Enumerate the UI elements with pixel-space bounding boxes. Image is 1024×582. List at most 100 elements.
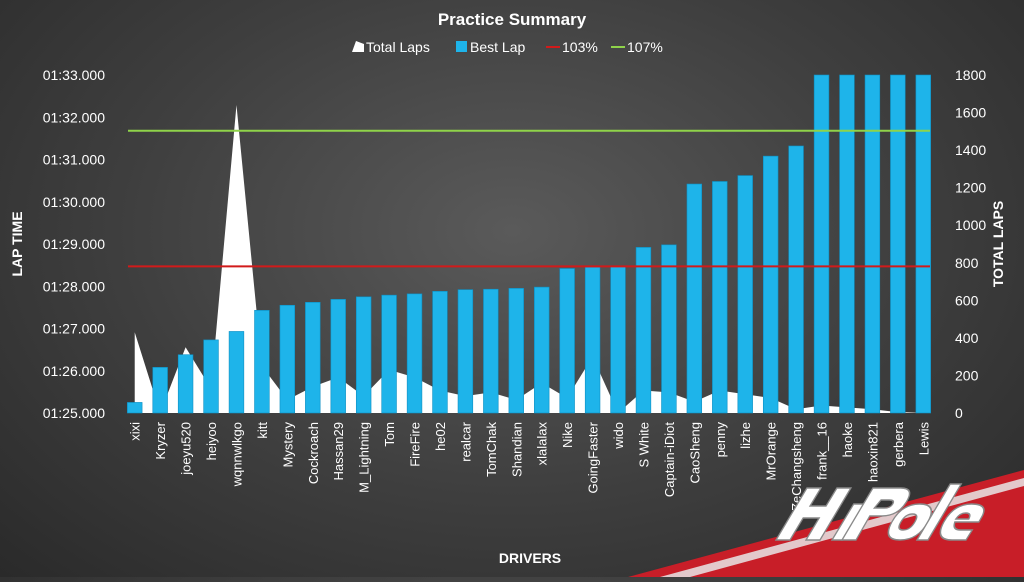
y2-tick-label: 1800 <box>955 67 986 83</box>
best-lap-bars-layer <box>127 74 931 414</box>
y2-tick-label: 1000 <box>955 217 986 233</box>
x-tick-label: frank__16 <box>815 422 830 480</box>
reference-lines-layer <box>128 129 930 268</box>
best-lap-bar <box>610 265 626 414</box>
hipole-logo <box>628 470 1024 577</box>
best-lap-bar <box>355 296 372 414</box>
x-tick-label: MrOrange <box>764 422 779 481</box>
x-tick-label: CaoSheng <box>687 422 702 483</box>
best-lap-bar <box>177 354 194 414</box>
best-lap-bar <box>839 74 855 414</box>
x-tick-label: Shandian <box>509 422 524 477</box>
best-lap-bar <box>432 291 448 414</box>
x-tick-label: S White <box>636 422 651 468</box>
y2-tick-label: 600 <box>955 292 979 308</box>
legend-swatch-best-lap <box>456 41 467 52</box>
best-lap-bar <box>381 294 397 414</box>
x-tick-label: TomChak <box>484 422 499 477</box>
best-lap-bar <box>305 302 321 414</box>
y-tick-label: 01:29.000 <box>43 236 105 252</box>
x-tick-label: Kryzer <box>153 421 168 459</box>
legend-label: Total Laps <box>366 39 430 55</box>
x-tick-label: FireFire <box>408 422 423 467</box>
best-lap-bar <box>228 331 245 414</box>
best-lap-bar <box>127 402 143 414</box>
y-tick-label: 01:26.000 <box>43 363 105 379</box>
chart-legend: Total Laps Best Lap 103% 107% <box>352 39 663 55</box>
logo-wordmark <box>774 483 985 541</box>
x-tick-label: lizhe <box>738 422 753 449</box>
best-lap-bar <box>152 367 168 414</box>
y2-tick-label: 200 <box>955 367 979 383</box>
best-lap-bar <box>686 183 703 414</box>
x-axis-title: DRIVERS <box>499 550 561 566</box>
legend-swatch-total-laps <box>352 41 364 52</box>
x-tick-label: he02 <box>433 422 448 451</box>
y-tick-label: 01:31.000 <box>43 152 105 168</box>
y-tick-label: 01:30.000 <box>43 194 105 210</box>
y-tick-label: 01:28.000 <box>43 278 105 294</box>
x-tick-label: Mystery <box>280 422 295 468</box>
legend-label: Best Lap <box>470 39 525 55</box>
x-tick-label: Cockroach <box>306 422 321 484</box>
best-lap-bar <box>890 74 906 414</box>
y-tick-label: 01:33.000 <box>43 67 105 83</box>
y2-axis-title: TOTAL LAPS <box>990 201 1006 287</box>
x-tick-label: ZeChangsheng <box>789 422 804 511</box>
legend-label: 103% <box>562 39 598 55</box>
x-axis-ticks: xixi Kryzer joeyu520 heiyoo wqnnwlkgo kitt Mys… <box>128 421 932 511</box>
best-lap-bar <box>534 286 550 414</box>
best-lap-bar <box>864 74 881 414</box>
x-tick-label: haoxin821 <box>865 422 880 482</box>
best-lap-bar <box>635 247 652 414</box>
best-lap-bar <box>915 74 931 414</box>
x-tick-label: Hassan29 <box>331 422 346 481</box>
best-lap-bar <box>661 244 677 414</box>
x-tick-label: Tom <box>382 422 397 447</box>
best-lap-bar <box>406 293 423 414</box>
best-lap-bar <box>254 310 270 414</box>
x-tick-label: Lewis <box>916 422 931 456</box>
total-laps-area-layer <box>134 105 924 414</box>
y2-tick-label: 0 <box>955 405 963 421</box>
y-axis-ticks: 01:25.000 01:26.000 01:27.000 01:28.000 01:2… <box>43 67 105 421</box>
best-lap-bar <box>279 304 296 414</box>
x-tick-label: Captain-iDiot <box>662 422 677 498</box>
x-tick-label: Nike <box>560 422 575 448</box>
best-lap-bar <box>762 155 779 414</box>
total-laps-area <box>134 105 924 414</box>
x-tick-label: wqnnwlkgo <box>229 422 244 487</box>
x-tick-label: gerbera <box>891 421 906 467</box>
best-lap-bar <box>712 181 728 414</box>
best-lap-bar <box>330 299 346 414</box>
best-lap-bar <box>203 339 219 414</box>
x-tick-label: joeyu520 <box>179 422 194 476</box>
y-tick-label: 01:32.000 <box>43 109 105 125</box>
x-tick-label: penny <box>713 422 728 458</box>
best-lap-bar <box>559 268 575 414</box>
x-tick-label: wido <box>611 422 626 450</box>
x-tick-label: xlalalax <box>535 422 550 466</box>
x-tick-label: heiyoo <box>204 422 219 460</box>
y2-tick-label: 1600 <box>955 105 986 121</box>
x-tick-label: realcar <box>458 421 473 461</box>
chart-title: Practice Summary <box>438 10 587 29</box>
x-tick-label: haoke <box>840 422 855 457</box>
y-tick-label: 01:27.000 <box>43 321 105 337</box>
y2-tick-label: 1400 <box>955 142 986 158</box>
best-lap-bar <box>788 145 804 414</box>
y2-tick-label: 800 <box>955 255 979 271</box>
best-lap-bar <box>457 289 474 414</box>
x-tick-label: kitt <box>255 422 270 439</box>
best-lap-bar <box>483 288 499 414</box>
best-lap-bar <box>508 288 524 414</box>
best-lap-bar <box>737 175 753 414</box>
best-lap-bar <box>584 266 601 414</box>
y2-axis-ticks: 0 200 400 600 800 1000 1200 1400 1600 1800 <box>955 67 986 421</box>
x-tick-label: xixi <box>128 422 143 441</box>
best-lap-bar <box>813 74 830 414</box>
y-tick-label: 01:25.000 <box>43 405 105 421</box>
y-axis-title: LAP TIME <box>9 211 25 276</box>
